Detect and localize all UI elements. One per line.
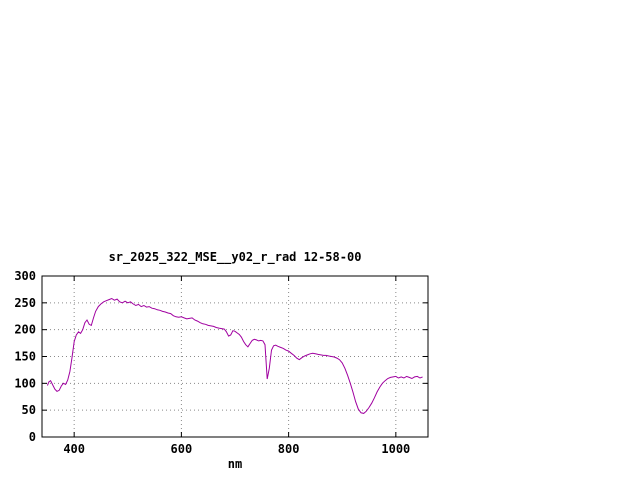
x-tick-label: 1000 [381, 442, 410, 456]
y-tick-label: 100 [14, 376, 36, 390]
y-tick-label: 50 [22, 403, 36, 417]
y-tick-label: 200 [14, 323, 36, 337]
y-tick-label: 300 [14, 270, 36, 283]
x-tick-label: 400 [63, 442, 85, 456]
chart-title: sr_2025_322_MSE__y02_r_rad 12-58-00 [108, 250, 362, 264]
x-tick-label: 600 [171, 442, 193, 456]
data-line [46, 297, 423, 414]
y-tick-label: 150 [14, 350, 36, 364]
x-axis-label: nm [227, 457, 243, 471]
plot-svg: 400 600 800 1000 0 50 100 150 200 250 300 [14, 270, 429, 456]
y-tick-label: 250 [14, 296, 36, 310]
x-tick-label: 800 [278, 442, 300, 456]
y-tick-label: 0 [29, 430, 36, 444]
